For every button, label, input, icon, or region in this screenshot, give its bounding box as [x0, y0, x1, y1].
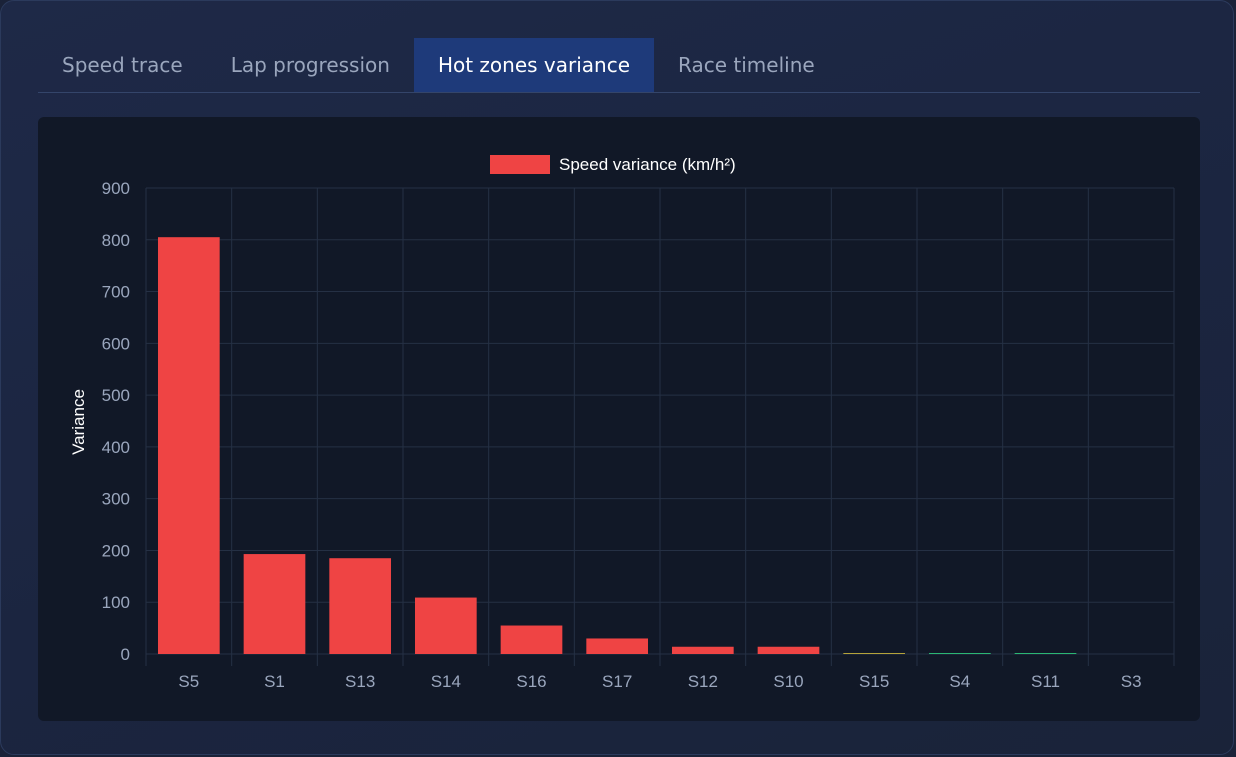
- bar-s16[interactable]: [500, 625, 563, 654]
- legend[interactable]: Speed variance (km/h²): [490, 155, 736, 174]
- y-tick-label: 100: [102, 593, 130, 612]
- bar-s1[interactable]: [243, 554, 306, 654]
- x-tick-label: S16: [516, 672, 546, 691]
- x-tick-label: S5: [178, 672, 199, 691]
- bar-s5[interactable]: [157, 237, 220, 654]
- bar-s14[interactable]: [414, 597, 477, 654]
- x-tick-label: S3: [1121, 672, 1142, 691]
- y-tick-label: 400: [102, 438, 130, 457]
- tab-speed-trace[interactable]: Speed trace: [62, 53, 183, 77]
- bar-s15[interactable]: [843, 653, 906, 654]
- x-axis-ticks: S5 S1 S13 S14 S16 S17 S12 S10 S15 S4 S11 S3: [178, 672, 1141, 691]
- bar-s13[interactable]: [329, 558, 392, 654]
- y-tick-label: 300: [102, 490, 130, 509]
- y-tick-label: 700: [102, 283, 130, 302]
- y-axis-label: Variance: [69, 389, 88, 455]
- bar-s10[interactable]: [757, 646, 820, 654]
- x-tick-label: S11: [1031, 672, 1060, 691]
- x-tick-label: S1: [264, 672, 285, 691]
- y-tick-label: 0: [121, 645, 130, 664]
- x-tick-label: S15: [859, 672, 889, 691]
- tab-bar: Speed trace Lap progression Hot zones va…: [38, 38, 1200, 93]
- grid-lines: [145, 187, 1175, 666]
- y-tick-label: 600: [102, 334, 130, 353]
- bar-s11[interactable]: [1014, 653, 1077, 654]
- chart-card: 0 100 200 300 400 500 600 700 800 900 S5 S1 S13 S14 S…: [38, 117, 1200, 721]
- x-tick-label: S14: [431, 672, 461, 691]
- tab-hot-zones-variance[interactable]: Hot zones variance: [413, 38, 655, 92]
- bars: [157, 237, 1077, 654]
- x-tick-label: S12: [688, 672, 718, 691]
- y-tick-label: 800: [102, 231, 130, 250]
- x-tick-label: S4: [949, 672, 970, 691]
- y-axis-ticks: 0 100 200 300 400 500 600 700 800 900: [102, 179, 130, 664]
- bar-s17[interactable]: [586, 638, 649, 654]
- y-tick-label: 500: [102, 386, 130, 405]
- bar-s4[interactable]: [928, 653, 991, 654]
- y-tick-label: 900: [102, 179, 130, 198]
- y-tick-label: 200: [102, 541, 130, 560]
- legend-swatch: [490, 155, 550, 174]
- x-tick-label: S10: [773, 672, 803, 691]
- bar-s12[interactable]: [671, 646, 734, 654]
- x-tick-label: S13: [345, 672, 375, 691]
- tab-race-timeline[interactable]: Race timeline: [678, 53, 815, 77]
- tab-lap-progression[interactable]: Lap progression: [230, 53, 390, 77]
- x-tick-label: S17: [602, 672, 632, 691]
- legend-label: Speed variance (km/h²): [559, 155, 736, 174]
